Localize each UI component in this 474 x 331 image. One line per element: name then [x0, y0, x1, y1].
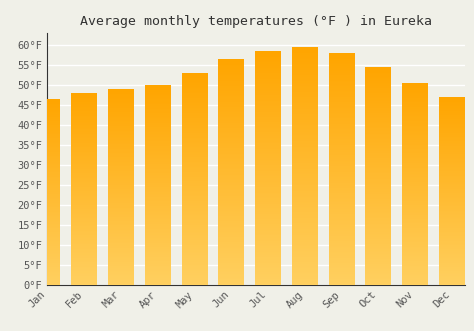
Bar — [255, 51, 281, 285]
Bar — [108, 89, 134, 285]
Bar — [71, 93, 97, 285]
Bar — [145, 85, 171, 285]
Bar — [439, 97, 465, 285]
Bar — [328, 53, 354, 285]
Bar — [365, 67, 391, 285]
Bar — [292, 47, 318, 285]
Bar — [182, 73, 207, 285]
Bar — [35, 99, 60, 285]
Bar — [402, 83, 428, 285]
Bar — [219, 59, 244, 285]
Title: Average monthly temperatures (°F ) in Eureka: Average monthly temperatures (°F ) in Eu… — [80, 15, 432, 28]
